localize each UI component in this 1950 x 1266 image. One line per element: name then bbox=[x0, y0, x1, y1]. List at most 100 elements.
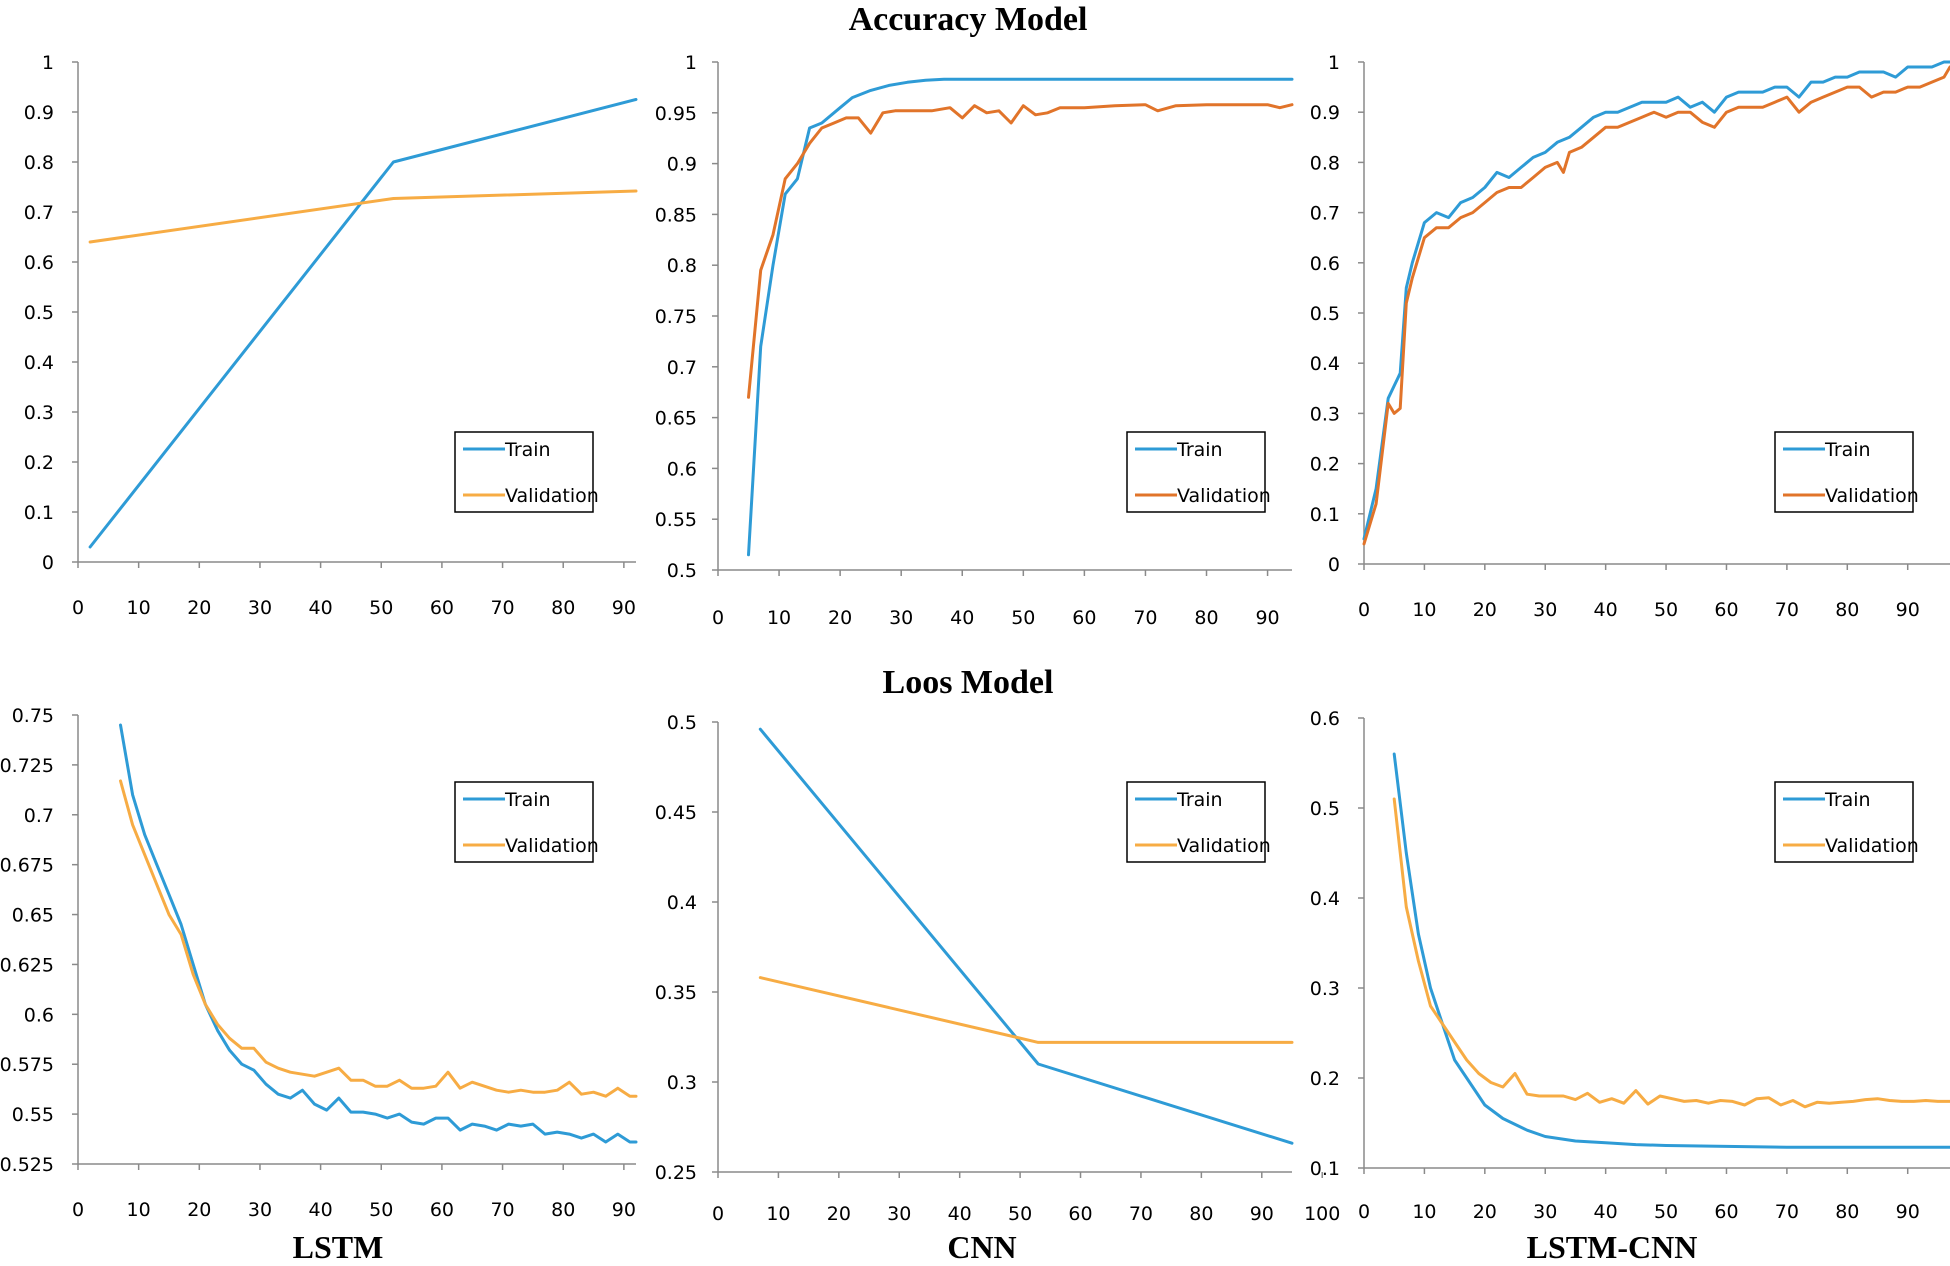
caption-lstm-cnn: LSTM-CNN bbox=[1527, 1229, 1698, 1265]
x-tick-label: 0 bbox=[72, 1199, 84, 1221]
series-line-validation bbox=[88, 189, 638, 244]
x-tick-label: 20 bbox=[1473, 1201, 1497, 1223]
legend-box bbox=[1126, 781, 1266, 863]
x-tick-label: 50 bbox=[1008, 1203, 1032, 1225]
x-tick-label: 30 bbox=[248, 597, 272, 619]
x-tick-label: 40 bbox=[309, 1199, 333, 1221]
x-tick-label: 10 bbox=[1412, 599, 1436, 621]
caption-cnn: CNN bbox=[947, 1229, 1016, 1265]
y-tick-label: 0.2 bbox=[1310, 454, 1340, 476]
x-tick-label: 10 bbox=[767, 607, 791, 629]
x-tick-label: 60 bbox=[430, 597, 454, 619]
series-line-train bbox=[1392, 752, 1950, 1149]
x-tick-label: 10 bbox=[766, 1203, 790, 1225]
y-tick-label: 0.6 bbox=[1310, 708, 1340, 730]
y-tick-label: 0.1 bbox=[1310, 504, 1340, 526]
y-tick-label: 0.65 bbox=[655, 408, 697, 430]
y-tick-label: 0.725 bbox=[0, 755, 54, 777]
y-tick-label: 0.55 bbox=[655, 509, 697, 531]
y-tick-label: 0.5 bbox=[1310, 303, 1340, 325]
series-line-validation bbox=[747, 103, 1294, 399]
x-tick-label: 30 bbox=[1533, 599, 1557, 621]
x-tick-label: 50 bbox=[1654, 599, 1678, 621]
series-line-train bbox=[758, 727, 1294, 1145]
x-tick-label: 20 bbox=[827, 1203, 851, 1225]
y-tick-label: 0.7 bbox=[24, 202, 54, 224]
x-tick-label: 0 bbox=[712, 607, 724, 629]
legend-label-train: Train bbox=[1176, 439, 1223, 461]
y-tick-label: 0 bbox=[42, 552, 54, 574]
x-tick-label: 20 bbox=[187, 597, 211, 619]
x-tick-label: 100 bbox=[1304, 1203, 1340, 1225]
series-line-train bbox=[1362, 60, 1950, 541]
y-tick-label: 0.95 bbox=[655, 103, 697, 125]
x-tick-label: 0 bbox=[1358, 599, 1370, 621]
y-tick-label: 0.6 bbox=[1310, 253, 1340, 275]
y-tick-label: 0.9 bbox=[24, 102, 54, 124]
y-tick-label: 0.3 bbox=[1310, 403, 1340, 425]
x-tick-label: 40 bbox=[948, 1203, 972, 1225]
y-tick-label: 0.8 bbox=[1310, 152, 1340, 174]
loss-lstm-chart: 0.525 0.55 0.575 0.6 0.625 0.65 0.675 0.7 0.725 0… bbox=[0, 705, 638, 1221]
y-tick-label: 0.4 bbox=[24, 352, 54, 374]
x-tick-label: 50 bbox=[369, 1199, 393, 1221]
y-tick-label: 0.35 bbox=[655, 982, 697, 1004]
x-tick-label: 60 bbox=[430, 1199, 454, 1221]
x-tick-label: 70 bbox=[1775, 599, 1799, 621]
legend-label-validation: Validation bbox=[1825, 835, 1919, 857]
x-tick-label: 90 bbox=[1255, 607, 1279, 629]
y-tick-label: 1 bbox=[42, 52, 54, 74]
x-tick-label: 90 bbox=[1896, 599, 1920, 621]
y-tick-label: 0.8 bbox=[667, 255, 697, 277]
y-tick-label: 0.6 bbox=[24, 1004, 54, 1026]
x-tick-label: 30 bbox=[248, 1199, 272, 1221]
x-tick-label: 0 bbox=[72, 597, 84, 619]
series-line-train bbox=[747, 77, 1294, 557]
y-tick-label: 0.4 bbox=[1310, 353, 1340, 375]
y-tick-label: 1 bbox=[1328, 52, 1340, 74]
series-line-train bbox=[88, 98, 638, 549]
y-tick-label: 0.625 bbox=[0, 954, 54, 976]
y-tick-label: 0.2 bbox=[24, 452, 54, 474]
y-tick-label: 0.55 bbox=[12, 1104, 54, 1126]
x-tick-label: 40 bbox=[1594, 599, 1618, 621]
legend-label-train: Train bbox=[1176, 789, 1223, 811]
y-tick-label: 0.7 bbox=[1310, 203, 1340, 225]
x-tick-label: 90 bbox=[1250, 1203, 1274, 1225]
legend-box bbox=[1774, 431, 1914, 513]
y-tick-label: 0.75 bbox=[12, 705, 54, 727]
loss-cnn-chart: 0.25 0.3 0.35 0.4 0.45 0.5 0 10 20 30 40 50 60 70 80 90… bbox=[655, 712, 1341, 1225]
y-tick-label: 0.525 bbox=[0, 1154, 54, 1176]
y-tick-label: 0.85 bbox=[655, 204, 697, 226]
legend-label-train: Train bbox=[504, 789, 551, 811]
legend-label-train: Train bbox=[1824, 789, 1871, 811]
y-tick-label: 0.3 bbox=[1310, 978, 1340, 1000]
x-tick-label: 60 bbox=[1714, 599, 1738, 621]
x-tick-label: 70 bbox=[490, 1199, 514, 1221]
y-tick-label: 0 bbox=[1328, 554, 1340, 576]
x-tick-label: 50 bbox=[369, 597, 393, 619]
x-tick-label: 80 bbox=[1194, 607, 1218, 629]
x-tick-label: 80 bbox=[1835, 1201, 1859, 1223]
x-tick-label: 80 bbox=[551, 597, 575, 619]
x-tick-label: 0 bbox=[1358, 1201, 1370, 1223]
x-tick-label: 10 bbox=[1412, 1201, 1436, 1223]
legend-label-train: Train bbox=[504, 439, 551, 461]
y-tick-label: 0.1 bbox=[24, 502, 54, 524]
legend-box bbox=[1126, 431, 1266, 513]
legend-label-validation: Validation bbox=[1825, 485, 1919, 507]
y-tick-label: 0.75 bbox=[655, 306, 697, 328]
x-tick-label: 20 bbox=[1473, 599, 1497, 621]
y-tick-label: 1 bbox=[685, 52, 697, 74]
y-tick-label: 0.7 bbox=[667, 357, 697, 379]
x-tick-label: 40 bbox=[1594, 1201, 1618, 1223]
x-tick-label: 30 bbox=[1533, 1201, 1557, 1223]
y-tick-label: 0.45 bbox=[655, 802, 697, 824]
legend-label-train: Train bbox=[1824, 439, 1871, 461]
caption-lstm: LSTM bbox=[293, 1229, 384, 1265]
x-tick-label: 30 bbox=[889, 607, 913, 629]
x-tick-label: 40 bbox=[309, 597, 333, 619]
y-tick-label: 0.3 bbox=[24, 402, 54, 424]
